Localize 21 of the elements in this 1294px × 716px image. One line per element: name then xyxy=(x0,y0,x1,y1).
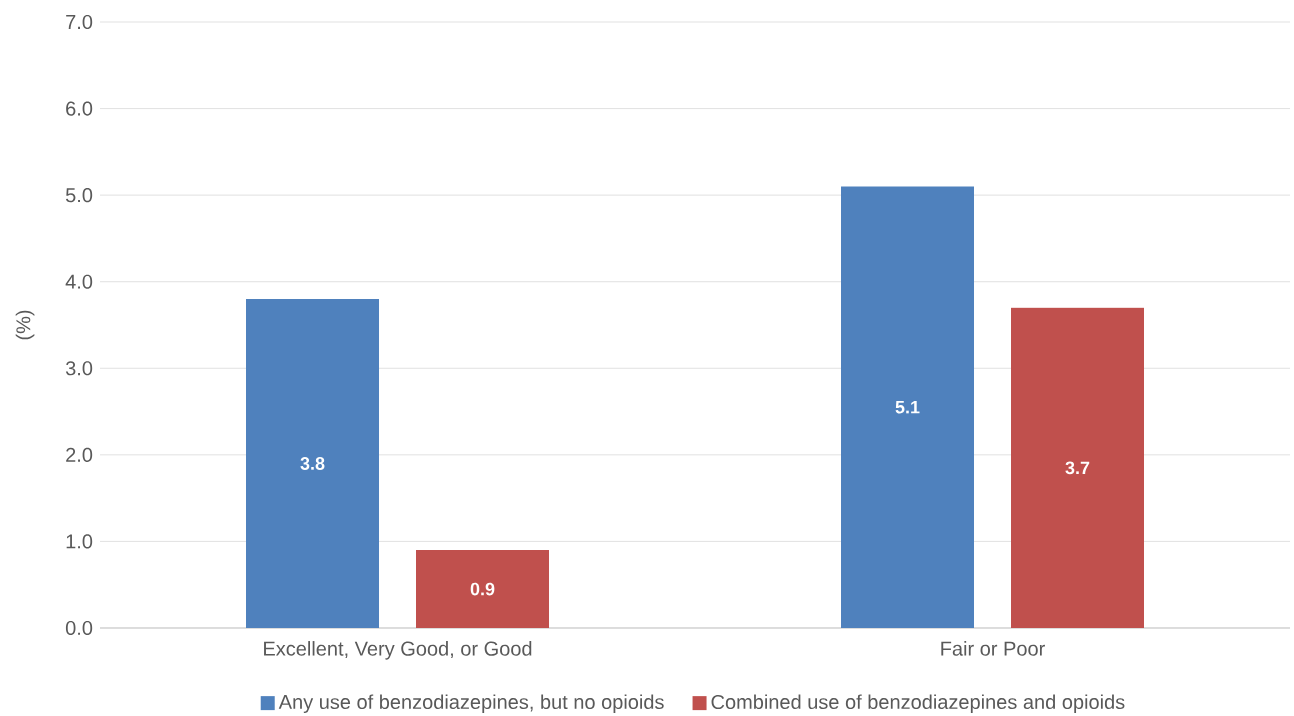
y-tick-label: 1.0 xyxy=(66,534,93,549)
y-tick-label: 0.0 xyxy=(65,620,93,636)
bar xyxy=(416,550,550,628)
y-tick-label: 7.0 xyxy=(66,14,93,30)
legend-label: Any use of benzodiazepines, but no opioids xyxy=(278,694,664,714)
data-label: 3.8 xyxy=(300,457,325,470)
y-tick-label: 3.0 xyxy=(65,361,93,376)
bar xyxy=(246,299,380,628)
y-tick-label: 4.0 xyxy=(65,274,93,289)
y-tick-label: 2.0 xyxy=(66,447,93,462)
data-label: 3.7 xyxy=(1065,461,1090,475)
y-axis-title: (%) xyxy=(15,310,35,340)
x-tick-label: Fair or Poor xyxy=(941,641,1045,656)
legend-label: Combined use of benzodiazepines and opioids xyxy=(711,694,1125,714)
y-tick-label: 5.0 xyxy=(65,188,93,203)
x-tick-label: Excellent, Very Good, or Good xyxy=(264,641,532,660)
bar xyxy=(841,186,974,628)
y-tick-label: 6.0 xyxy=(66,101,93,116)
data-label: 0.9 xyxy=(470,582,495,596)
data-label: 5.1 xyxy=(895,400,920,414)
bar xyxy=(1011,307,1144,628)
